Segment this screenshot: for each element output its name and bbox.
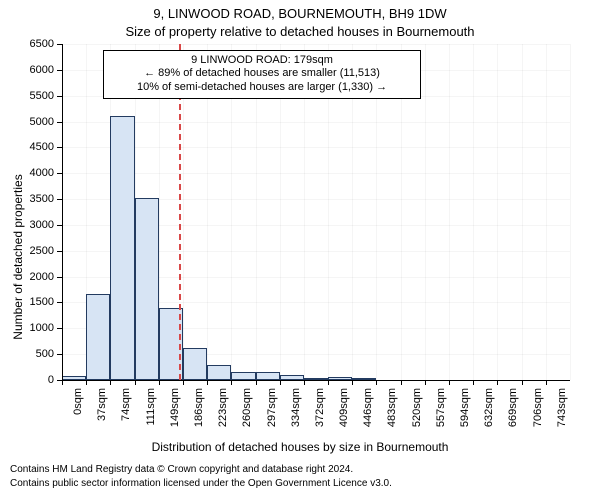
bar — [231, 372, 255, 380]
y-tick — [57, 173, 62, 174]
figure: 9, LINWOOD ROAD, BOURNEMOUTH, BH9 1DW Si… — [0, 0, 600, 500]
grid-line-v — [570, 44, 571, 380]
x-tick-label: 446sqm — [362, 388, 374, 448]
x-tick — [352, 380, 353, 385]
y-tick-label: 2500 — [18, 245, 54, 257]
x-tick-label: 297sqm — [266, 388, 278, 448]
y-tick — [57, 225, 62, 226]
x-tick — [328, 380, 329, 385]
x-tick — [231, 380, 232, 385]
y-tick-label: 6500 — [18, 38, 54, 50]
y-tick-label: 5500 — [18, 90, 54, 102]
x-axis-line — [62, 380, 570, 381]
y-tick-label: 1000 — [18, 322, 54, 334]
bar — [86, 294, 110, 380]
x-tick-label: 372sqm — [314, 388, 326, 448]
x-tick-label: 557sqm — [435, 388, 447, 448]
x-tick-label: 594sqm — [459, 388, 471, 448]
x-tick-label: 334sqm — [290, 388, 302, 448]
x-tick-label: 669sqm — [507, 388, 519, 448]
bar — [135, 198, 159, 380]
y-tick-label: 3000 — [18, 219, 54, 231]
y-tick — [57, 199, 62, 200]
y-tick — [57, 122, 62, 123]
grid-line-h — [62, 44, 570, 45]
y-tick — [57, 44, 62, 45]
y-tick-label: 500 — [18, 348, 54, 360]
y-tick — [57, 70, 62, 71]
x-tick-label: 0sqm — [72, 388, 84, 448]
x-tick-label: 743sqm — [556, 388, 568, 448]
x-tick — [135, 380, 136, 385]
y-tick-label: 1500 — [18, 296, 54, 308]
x-tick — [546, 380, 547, 385]
x-tick-label: 149sqm — [169, 388, 181, 448]
y-tick-label: 4500 — [18, 141, 54, 153]
grid-line-h — [62, 173, 570, 174]
y-axis-line — [62, 44, 63, 380]
x-tick-label: 111sqm — [145, 388, 157, 448]
y-tick — [57, 354, 62, 355]
grid-line-v — [497, 44, 498, 380]
y-tick — [57, 277, 62, 278]
grid-line-v — [546, 44, 547, 380]
y-tick-label: 4000 — [18, 167, 54, 179]
x-tick — [304, 380, 305, 385]
bar — [207, 365, 231, 380]
grid-line-v — [522, 44, 523, 380]
annotation-box: 9 LINWOOD ROAD: 179sqm← 89% of detached … — [103, 50, 422, 99]
y-tick-label: 2000 — [18, 271, 54, 283]
footer-line-1: Contains HM Land Registry data © Crown c… — [10, 464, 353, 475]
bar — [256, 372, 280, 380]
annotation-line: 9 LINWOOD ROAD: 179sqm — [110, 54, 415, 68]
footer-line-2: Contains public sector information licen… — [10, 478, 392, 489]
y-tick — [57, 328, 62, 329]
y-tick-label: 6000 — [18, 64, 54, 76]
grid-line-h — [62, 147, 570, 148]
grid-line-v — [425, 44, 426, 380]
x-tick — [401, 380, 402, 385]
x-tick-label: 409sqm — [338, 388, 350, 448]
x-tick-label: 632sqm — [483, 388, 495, 448]
x-tick — [497, 380, 498, 385]
bar — [183, 348, 207, 380]
x-tick — [449, 380, 450, 385]
title-line-2: Size of property relative to detached ho… — [0, 24, 600, 39]
x-tick-label: 37sqm — [96, 388, 108, 448]
grid-line-v — [473, 44, 474, 380]
x-tick — [280, 380, 281, 385]
y-tick — [57, 96, 62, 97]
y-tick-label: 3500 — [18, 193, 54, 205]
annotation-line: 10% of semi-detached houses are larger (… — [110, 81, 415, 95]
y-tick-label: 5000 — [18, 116, 54, 128]
x-tick — [522, 380, 523, 385]
grid-line-v — [449, 44, 450, 380]
x-tick — [110, 380, 111, 385]
x-tick — [62, 380, 63, 385]
bar — [110, 116, 134, 380]
x-tick — [207, 380, 208, 385]
y-tick — [57, 251, 62, 252]
annotation-line: ← 89% of detached houses are smaller (11… — [110, 67, 415, 81]
x-tick-label: 706sqm — [532, 388, 544, 448]
title-line-1: 9, LINWOOD ROAD, BOURNEMOUTH, BH9 1DW — [0, 6, 600, 21]
y-tick — [57, 302, 62, 303]
y-tick — [57, 147, 62, 148]
x-tick — [425, 380, 426, 385]
x-tick — [159, 380, 160, 385]
x-tick-label: 186sqm — [193, 388, 205, 448]
x-tick-label: 223sqm — [217, 388, 229, 448]
x-tick — [473, 380, 474, 385]
plot-area: 9 LINWOOD ROAD: 179sqm← 89% of detached … — [62, 44, 570, 380]
x-tick — [86, 380, 87, 385]
y-tick-label: 0 — [18, 374, 54, 386]
x-tick-label: 74sqm — [120, 388, 132, 448]
grid-line-h — [62, 122, 570, 123]
x-tick — [183, 380, 184, 385]
x-tick-label: 483sqm — [386, 388, 398, 448]
x-tick-label: 520sqm — [411, 388, 423, 448]
x-tick-label: 260sqm — [241, 388, 253, 448]
x-tick — [256, 380, 257, 385]
x-tick — [376, 380, 377, 385]
